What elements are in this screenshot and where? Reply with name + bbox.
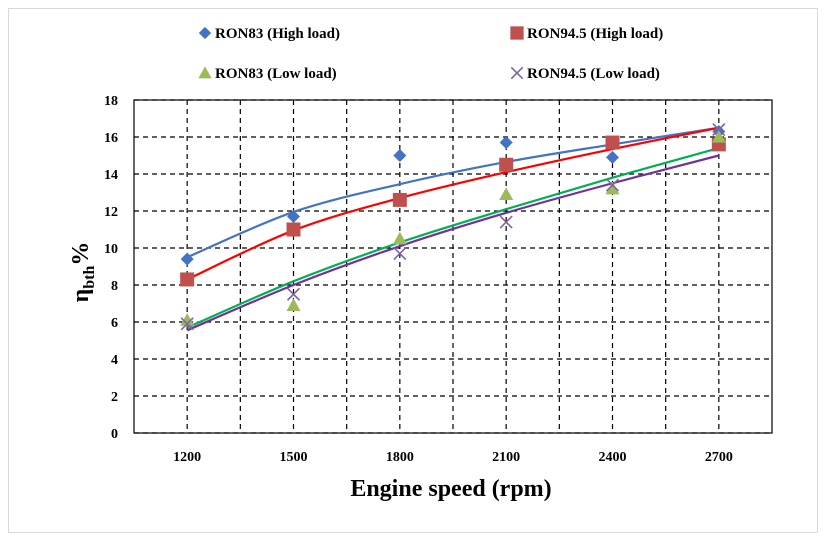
data-point-x — [393, 246, 407, 261]
data-point-triangle — [180, 313, 195, 326]
data-point-triangle — [605, 181, 620, 195]
legend-marker-triangle — [198, 66, 212, 79]
data-point-x — [605, 178, 620, 192]
data-point-diamond — [287, 210, 300, 224]
x-tick-label: 2100 — [492, 450, 520, 465]
legend-marker-diamond — [198, 26, 212, 40]
y-tick-label: 14 — [104, 168, 118, 183]
legend-label: RON83 (Low load) — [215, 66, 337, 82]
data-point-diamond — [606, 150, 619, 164]
data-point-square — [180, 272, 195, 287]
legend-label: RON83 (High load) — [215, 26, 340, 42]
y-tick-labels: 0 2 4 6 8 10 12 14 16 18 — [104, 94, 118, 442]
x-tick-label: 1500 — [280, 450, 308, 465]
x-tick-label: 1200 — [173, 450, 201, 465]
trend-lines — [186, 126, 720, 332]
plot-area-border — [133, 99, 773, 434]
data-point-square — [499, 157, 514, 172]
data-point-triangle — [711, 130, 726, 143]
y-tick-label: 6 — [111, 316, 118, 331]
legend-marker-square — [510, 26, 524, 40]
data-point-diamond — [180, 252, 194, 266]
trend-line — [186, 154, 720, 332]
grid-lines — [134, 99, 772, 434]
data-point-x — [712, 123, 726, 137]
x-tick-label: 1800 — [386, 450, 414, 465]
legend-marker-x — [510, 66, 524, 80]
data-point-x — [499, 215, 513, 229]
x-tick-label: 2400 — [599, 450, 627, 465]
y-axis-eta-symbol: η — [68, 289, 94, 303]
trend-line — [186, 147, 720, 329]
legend: RON83 (High load) RON94.5 (High load) RON8… — [198, 26, 663, 82]
data-point-x — [180, 317, 194, 331]
data-point-square — [286, 222, 301, 237]
data-point-square — [392, 192, 407, 207]
y-tick-label: 0 — [111, 427, 118, 442]
y-axis-subscript: bth — [81, 266, 98, 289]
y-axis-title: ηbth% — [68, 242, 98, 303]
chart-frame — [8, 8, 818, 533]
data-point-diamond — [393, 149, 407, 162]
trend-line — [186, 126, 720, 259]
y-tick-label: 12 — [104, 205, 118, 220]
data-point-diamond — [499, 136, 513, 150]
svg-text:ηbth%: ηbth% — [68, 242, 98, 303]
trend-line — [186, 126, 720, 281]
y-axis-unit: % — [68, 242, 94, 266]
data-point-triangle — [286, 298, 301, 311]
y-tick-label: 2 — [111, 390, 118, 405]
y-tick-label: 8 — [111, 279, 118, 294]
x-axis-title: Engine speed (rpm) — [350, 476, 551, 502]
y-tick-label: 18 — [104, 94, 118, 109]
y-tick-label: 4 — [111, 353, 118, 368]
data-point-square — [605, 135, 620, 150]
data-point-triangle — [392, 231, 407, 245]
x-tick-labels: 1200 1500 1800 2100 2400 2700 — [173, 450, 733, 465]
y-tick-label: 16 — [104, 131, 118, 146]
legend-label: RON94.5 (High load) — [527, 26, 663, 42]
data-point-triangle — [499, 187, 514, 200]
x-tick-label: 2700 — [705, 450, 733, 465]
data-points — [180, 123, 726, 331]
legend-label: RON94.5 (Low load) — [527, 66, 660, 82]
data-point-x — [286, 287, 301, 301]
y-tick-label: 10 — [104, 242, 118, 257]
